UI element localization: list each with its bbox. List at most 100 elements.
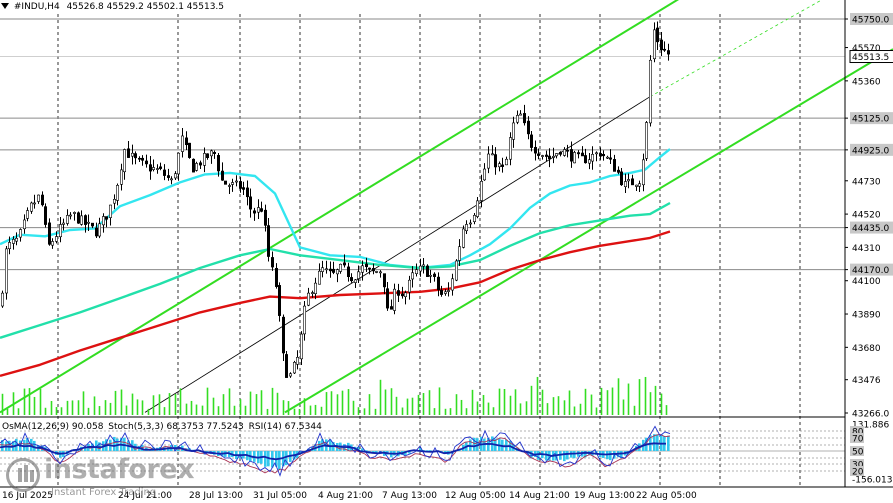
candle-body xyxy=(500,164,504,167)
osma-histogram-bar xyxy=(372,451,375,453)
candle-body xyxy=(163,169,167,176)
osma-histogram-bar xyxy=(473,437,476,451)
candle-body xyxy=(15,238,19,242)
candle-body xyxy=(306,292,310,306)
osma-histogram-bar xyxy=(408,451,411,454)
price-tick-label: 44435.0 xyxy=(852,224,889,234)
candle-body xyxy=(324,268,328,271)
osma-histogram-bar xyxy=(361,448,364,451)
candle-body xyxy=(295,357,299,365)
candle-body xyxy=(177,152,181,175)
candle-body xyxy=(302,305,306,335)
candle-body xyxy=(47,222,51,245)
candle-body xyxy=(518,113,522,116)
candle-body xyxy=(662,48,666,51)
candle-body xyxy=(210,150,214,157)
candle-body xyxy=(335,269,339,275)
candle-body xyxy=(356,271,360,279)
candle-body xyxy=(181,135,185,152)
candle-body xyxy=(84,215,88,225)
candle-body xyxy=(637,183,641,187)
candle-body xyxy=(659,39,663,51)
symbol-label: #INDU,H4 xyxy=(13,2,60,12)
candle-body xyxy=(648,59,652,124)
candle-body xyxy=(378,271,382,274)
candle-body xyxy=(77,212,81,224)
candle-body xyxy=(313,282,317,294)
candle-body xyxy=(364,263,368,268)
candle-body xyxy=(159,166,163,169)
candle-body xyxy=(284,354,288,378)
candle-body xyxy=(91,222,95,227)
oscillator-tick-label: 70 xyxy=(852,435,864,445)
candle-body xyxy=(231,182,235,185)
time-tick-label: 19 Aug 13:00 xyxy=(574,491,635,501)
candle-body xyxy=(641,159,645,186)
candle-body xyxy=(594,152,598,155)
candle-body xyxy=(0,292,5,307)
candle-body xyxy=(554,153,558,157)
osma-histogram-bar xyxy=(537,451,540,460)
oscillator-tick-label: 20 xyxy=(852,468,864,478)
osma-histogram-bar xyxy=(357,447,360,451)
candle-body xyxy=(515,115,519,123)
candle-body xyxy=(331,268,335,273)
osma-histogram-bar xyxy=(329,439,332,451)
candle-body xyxy=(228,185,232,187)
candle-body xyxy=(253,210,257,214)
candle-body xyxy=(616,169,620,173)
ema-mid-line xyxy=(0,201,671,339)
candle-body xyxy=(299,333,303,360)
stoch-label: Stoch(5,3,3) 68.3753 77.5243 xyxy=(108,422,244,432)
candle-body xyxy=(590,154,594,162)
candle-body xyxy=(374,271,378,273)
osma-histogram-bar xyxy=(33,440,36,451)
candle-body xyxy=(464,224,468,232)
price-tick-label: 44170.0 xyxy=(852,266,889,276)
candle-body xyxy=(50,241,54,246)
candle-body xyxy=(29,202,33,212)
candle-body xyxy=(558,151,562,155)
price-level-tag xyxy=(850,13,893,25)
candle-body xyxy=(436,276,440,291)
candle-body xyxy=(263,209,267,226)
chart-header: #INDU,H4 45526.8 45529.2 45502.1 45513.5 xyxy=(0,2,224,14)
candle-body xyxy=(174,173,178,179)
candle-body xyxy=(87,221,91,224)
candle-body xyxy=(576,152,580,155)
osma-histogram-bar xyxy=(285,451,288,466)
osma-histogram-bar xyxy=(188,448,191,451)
candle-body xyxy=(120,169,124,185)
candle-body xyxy=(195,163,199,171)
candle-body xyxy=(342,262,346,266)
candle-body xyxy=(353,279,357,283)
candle-body xyxy=(482,168,486,181)
candle-body xyxy=(270,257,274,268)
candle-body xyxy=(540,155,544,157)
candle-body xyxy=(428,274,432,277)
price-tick-label: 45750.0 xyxy=(852,16,889,26)
oscillator-tick-label: 50 xyxy=(852,448,864,458)
osma-histogram-bar xyxy=(141,444,144,451)
osma-histogram-bar xyxy=(667,435,670,451)
candle-body xyxy=(580,152,584,157)
candle-body xyxy=(185,137,189,146)
price-tick-label: 45125.0 xyxy=(852,115,889,125)
osma-histogram-bar xyxy=(584,451,587,458)
time-tick-label: 24 Jul 21:00 xyxy=(118,491,172,501)
time-tick-label: 12 Aug 05:00 xyxy=(445,491,506,501)
brand-watermark: instaforex Instant Forex Trading xyxy=(4,454,195,500)
price-tick-label: 45570 xyxy=(852,44,881,54)
price-tick-label: 44925.0 xyxy=(852,146,889,156)
candle-body xyxy=(569,149,573,162)
candle-body xyxy=(587,159,591,164)
candle-body xyxy=(529,134,533,148)
candle-body xyxy=(5,248,9,294)
osma-histogram-bar xyxy=(365,450,368,451)
candle-body xyxy=(544,154,548,157)
osma-histogram-bar xyxy=(469,439,472,451)
candle-body xyxy=(256,207,260,213)
